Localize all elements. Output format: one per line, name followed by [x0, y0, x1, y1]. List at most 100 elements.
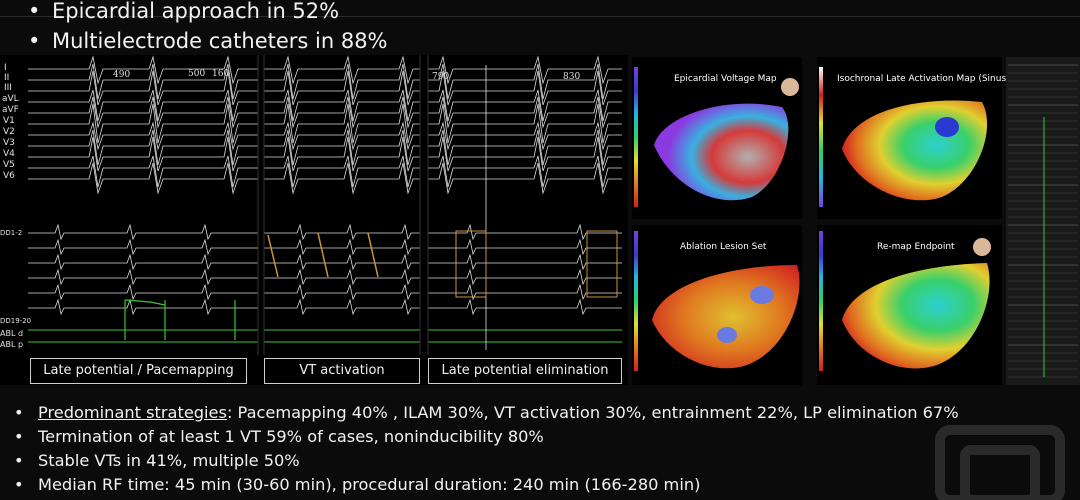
panel-label-pacemapping: Late potential / Pacemapping	[30, 358, 247, 384]
trace-path	[428, 155, 622, 188]
lesion-map-image	[652, 265, 800, 369]
map-title: Ablation Lesion Set	[680, 242, 767, 252]
bullet-dot: •	[14, 426, 24, 446]
trace-path	[428, 238, 622, 256]
bottom-bullet-text: Median RF time: 45 min (30-60 min), proc…	[38, 474, 701, 494]
map-title: Re-map Endpoint	[877, 242, 955, 252]
top-bullet-text: Multielectrode catheters in 88%	[52, 29, 388, 53]
interval-label: 500	[188, 69, 206, 79]
lead-label: II	[4, 73, 10, 83]
trace-path	[264, 129, 420, 166]
trace-path	[428, 96, 622, 129]
remap-image	[842, 238, 991, 369]
intracardiac-label: DD19-20	[0, 317, 32, 325]
trace-path	[264, 268, 420, 286]
panel-label-vt-activation: VT activation	[264, 358, 420, 384]
bottom-bullet-text: Termination of at least 1 VT 59% of case…	[38, 426, 544, 446]
bottom-bullet: • Stable VTs in 41%, multiple 50%	[14, 448, 1074, 472]
mapping-figure: Epicardial Voltage Map Isochronal Late A…	[632, 57, 1080, 385]
trace-path	[264, 70, 420, 106]
trace-path	[264, 55, 420, 85]
trace-path	[124, 299, 166, 306]
trace-path	[28, 283, 258, 301]
interval-label: 490	[113, 70, 131, 80]
map-title: Epicardial Voltage Map	[674, 74, 777, 84]
trace-path	[28, 155, 258, 188]
trace-path	[264, 155, 420, 188]
lead-label: V3	[3, 138, 15, 148]
trace-path	[428, 162, 622, 195]
trace-path	[264, 253, 420, 271]
logo-watermark	[935, 425, 1065, 500]
trace-segment	[367, 232, 379, 278]
bottom-bullet: • Predominant strategies: Pacemapping 40%…	[14, 400, 1074, 424]
predominant-strategies-heading: Predominant strategies	[38, 402, 227, 422]
voltage-map-image	[654, 78, 799, 201]
lead-label: V2	[3, 127, 15, 137]
trace-path	[28, 89, 258, 122]
lead-label: V4	[3, 149, 15, 159]
trace-path	[428, 253, 622, 271]
bottom-bullet: • Median RF time: 45 min (30-60 min), pro…	[14, 472, 1074, 496]
egm-strip	[1006, 57, 1080, 385]
trace-path	[28, 55, 258, 85]
bullet-dot: •	[14, 474, 24, 494]
trace-path	[28, 129, 258, 166]
lead-label: III	[4, 83, 12, 93]
trace-path	[28, 136, 258, 172]
trace-path	[28, 298, 258, 316]
highlight-box	[586, 230, 618, 298]
trace-path	[428, 121, 622, 151]
ecg-figure: I II III aVL aVF V1 V2 V3 V4 V5 V6 DD1-2…	[0, 55, 628, 385]
lead-label: V5	[3, 160, 15, 170]
lead-label: V1	[3, 116, 15, 126]
trace-path	[28, 238, 258, 256]
trace-path	[428, 63, 622, 100]
trace-path	[428, 103, 622, 144]
trace-path	[28, 103, 258, 144]
top-bullet: • Multielectrode catheters in 88%	[28, 26, 1028, 56]
trace-path	[264, 136, 420, 172]
map-panel: Epicardial Voltage Map	[632, 57, 802, 219]
top-bullet-text: Epicardial approach in 52%	[52, 0, 340, 23]
trace-path	[264, 96, 420, 129]
map-panel: Isochronal Late Activation Map (Sinus)	[817, 57, 1010, 219]
trace-path	[264, 63, 420, 100]
top-bullet-list: • Epicardial approach in 52% • Multielectr…	[28, 0, 1028, 56]
trace-path	[28, 268, 258, 286]
trace-path	[428, 136, 622, 172]
bottom-bullet: • Termination of at least 1 VT 59% of cas…	[14, 424, 1074, 448]
trace-path	[28, 162, 258, 195]
lead-label: aVF	[2, 105, 19, 115]
trace-path	[428, 55, 622, 85]
lead-label: I	[4, 63, 7, 73]
intracardiac-label: ABL p	[0, 340, 24, 349]
trace-path	[264, 103, 420, 144]
bottom-bullet-text: : Pacemapping 40% , ILAM 30%, VT activat…	[226, 402, 959, 422]
trace-path	[264, 89, 420, 122]
trace-segment	[267, 234, 279, 278]
interval-label: 160	[212, 69, 230, 79]
trace-path	[264, 283, 420, 301]
trace-path	[428, 298, 622, 316]
trace-path	[428, 89, 622, 122]
top-bullet: • Epicardial approach in 52%	[28, 0, 1028, 26]
lead-label: aVL	[2, 94, 19, 104]
trace-path	[28, 121, 258, 151]
bullet-dot: •	[28, 0, 41, 23]
highlight-box	[455, 230, 487, 298]
intracardiac-label: DD1-2	[0, 229, 23, 237]
trace-path	[264, 121, 420, 151]
trace-path	[264, 223, 420, 241]
lead-label: V6	[3, 171, 15, 181]
map-panel: Ablation Lesion Set	[632, 225, 802, 385]
bullet-dot: •	[14, 402, 24, 422]
bottom-bullet-list: • Predominant strategies: Pacemapping 40%…	[14, 400, 1074, 496]
trace-path	[428, 129, 622, 166]
bullet-dot: •	[14, 450, 24, 470]
trace-path	[264, 238, 420, 256]
isochronal-map-image	[842, 100, 988, 201]
trace-path	[28, 70, 258, 106]
interval-label: 830	[563, 72, 581, 82]
interval-label: 790	[432, 72, 450, 82]
